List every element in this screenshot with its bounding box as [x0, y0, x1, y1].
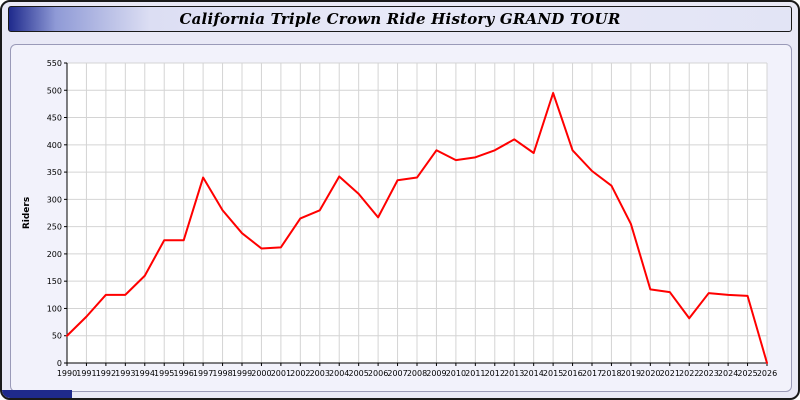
svg-text:2012: 2012 — [485, 369, 505, 378]
svg-text:1993: 1993 — [115, 369, 135, 378]
svg-text:2019: 2019 — [621, 369, 641, 378]
svg-text:2022: 2022 — [679, 369, 699, 378]
svg-text:2023: 2023 — [698, 369, 718, 378]
svg-text:2015: 2015 — [543, 369, 563, 378]
svg-text:2014: 2014 — [523, 369, 543, 378]
svg-text:550: 550 — [47, 59, 62, 68]
svg-text:2003: 2003 — [310, 369, 330, 378]
svg-text:50: 50 — [52, 332, 62, 341]
svg-text:450: 450 — [47, 114, 62, 123]
svg-text:1995: 1995 — [154, 369, 174, 378]
svg-text:2020: 2020 — [640, 369, 660, 378]
svg-text:2001: 2001 — [271, 369, 291, 378]
svg-text:500: 500 — [47, 86, 62, 95]
chart-title: California Triple Crown Ride History GRA… — [179, 10, 621, 28]
svg-text:100: 100 — [47, 304, 62, 313]
svg-text:2010: 2010 — [446, 369, 466, 378]
svg-text:2021: 2021 — [660, 369, 680, 378]
svg-text:150: 150 — [47, 277, 62, 286]
svg-text:250: 250 — [47, 223, 62, 232]
chart-panel: 0 50 100 150 200 250 300 350 400 450 500 550 1990 199… — [10, 44, 792, 392]
svg-text:1992: 1992 — [96, 369, 116, 378]
svg-text:1994: 1994 — [135, 369, 155, 378]
svg-text:1997: 1997 — [193, 369, 213, 378]
svg-text:1996: 1996 — [173, 369, 193, 378]
svg-text:2006: 2006 — [368, 369, 388, 378]
svg-text:1990: 1990 — [57, 369, 77, 378]
svg-text:Riders: Riders — [22, 197, 32, 229]
svg-text:2013: 2013 — [504, 369, 524, 378]
svg-text:2018: 2018 — [601, 369, 621, 378]
svg-text:2011: 2011 — [465, 369, 485, 378]
corner-accent — [2, 390, 72, 398]
svg-text:2005: 2005 — [348, 369, 368, 378]
svg-text:2002: 2002 — [290, 369, 310, 378]
svg-text:400: 400 — [47, 141, 62, 150]
svg-text:0: 0 — [57, 359, 62, 368]
svg-text:300: 300 — [47, 195, 62, 204]
svg-text:2004: 2004 — [329, 369, 349, 378]
svg-text:2007: 2007 — [387, 369, 407, 378]
svg-text:2008: 2008 — [407, 369, 427, 378]
svg-text:1991: 1991 — [76, 369, 96, 378]
title-bar: California Triple Crown Ride History GRA… — [8, 6, 792, 32]
svg-text:2024: 2024 — [718, 369, 738, 378]
svg-text:1998: 1998 — [212, 369, 232, 378]
svg-text:2000: 2000 — [251, 369, 271, 378]
svg-text:2026: 2026 — [757, 369, 777, 378]
svg-text:2016: 2016 — [562, 369, 582, 378]
svg-text:2009: 2009 — [426, 369, 446, 378]
svg-text:200: 200 — [47, 250, 62, 259]
svg-text:2017: 2017 — [582, 369, 602, 378]
svg-text:2025: 2025 — [737, 369, 757, 378]
svg-text:350: 350 — [47, 168, 62, 177]
svg-text:1999: 1999 — [232, 369, 252, 378]
